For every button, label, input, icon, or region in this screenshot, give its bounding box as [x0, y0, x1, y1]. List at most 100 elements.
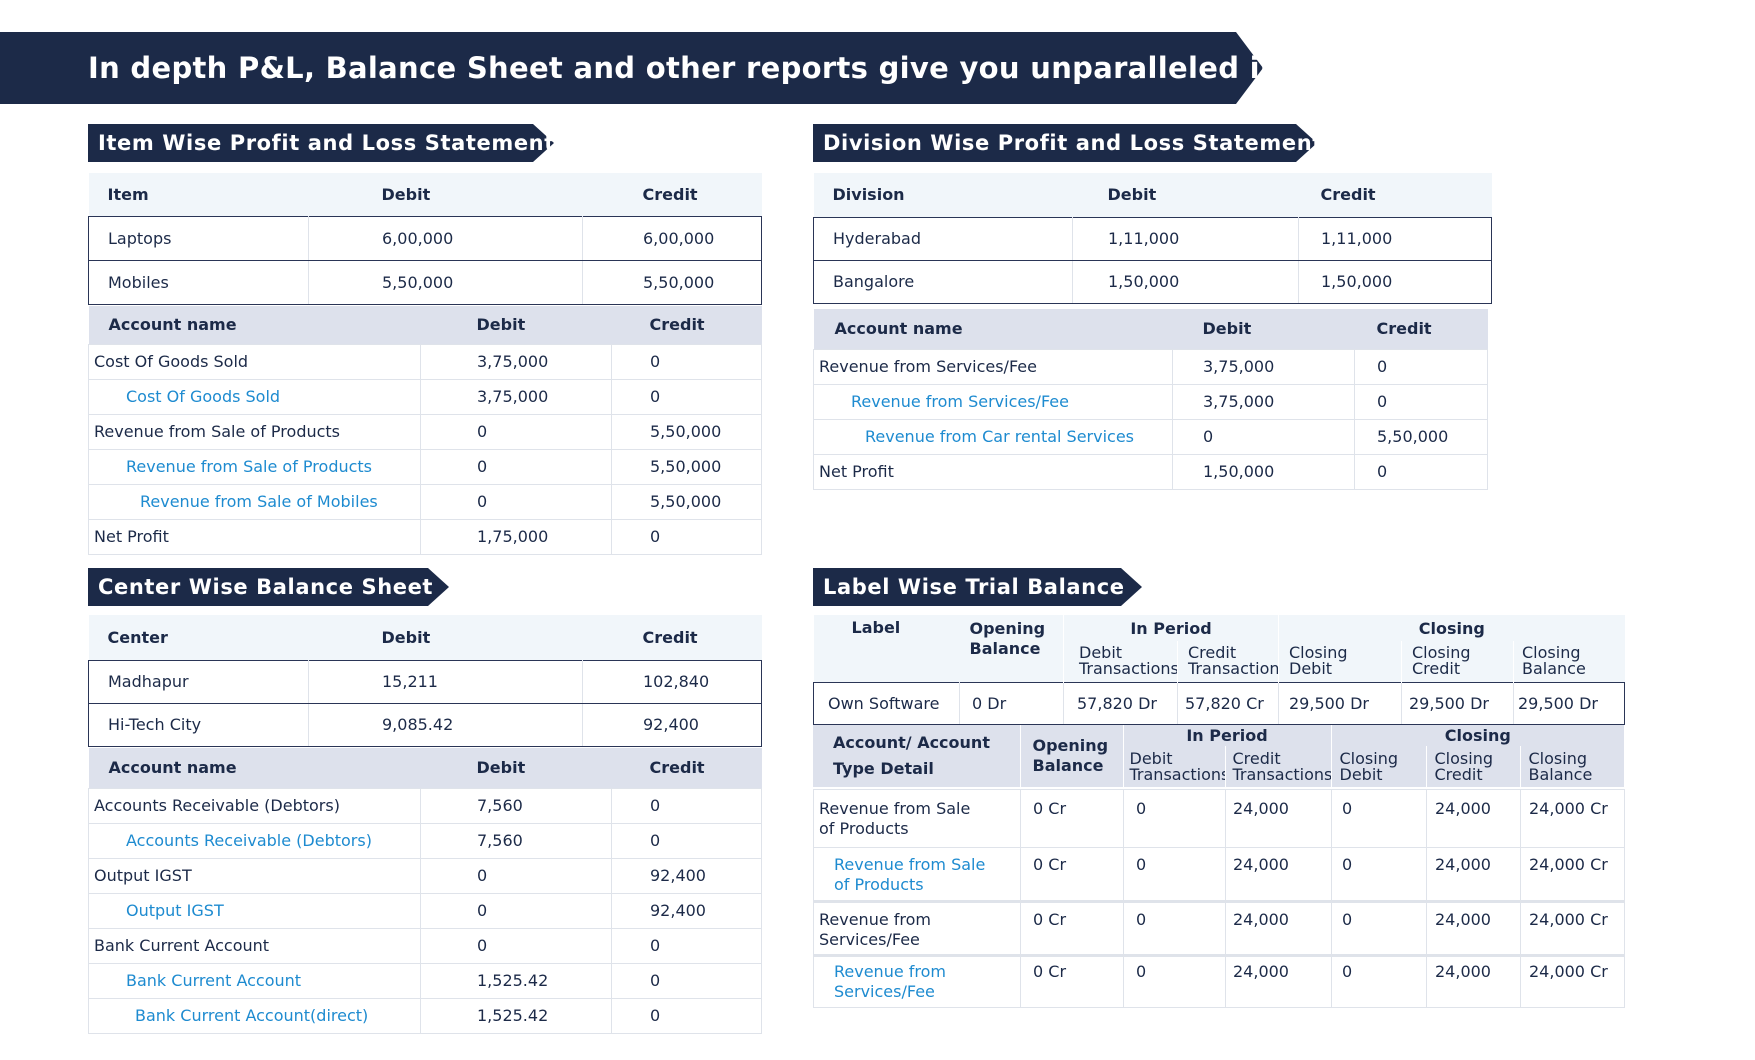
- cell-account: Cost Of Goods Sold: [88, 343, 421, 380]
- table-row[interactable]: Hyderabad 1,11,000 1,11,000: [813, 216, 1492, 261]
- table-row[interactable]: Output IGST 0 92,400: [88, 892, 762, 929]
- col-header-credit-transactions: Credit Transactions: [1177, 641, 1279, 682]
- col-header-closing-balance: Closing Balance: [1519, 746, 1625, 787]
- cell-credit: 5,50,000: [611, 483, 762, 520]
- cell-account[interactable]: Bank Current Account(direct): [88, 997, 421, 1034]
- table-row[interactable]: Accounts Receivable (Debtors) 7,560 0: [88, 822, 762, 859]
- debit-tx-line2: Transactions: [1079, 659, 1178, 679]
- table-row[interactable]: Output IGST 0 92,400: [88, 857, 762, 894]
- cell-account[interactable]: Revenue from Services/Fee: [813, 383, 1173, 420]
- credit-tx-line1: Credit: [1232, 748, 1281, 768]
- cell-account[interactable]: Cost Of Goods Sold: [88, 378, 421, 415]
- cell-account[interactable]: Bank Current Account: [88, 962, 421, 999]
- col-header-closing-debit: Closing Debit: [1330, 746, 1426, 787]
- cell-debit: 1,50,000: [1072, 259, 1299, 304]
- table-row[interactable]: Laptops 6,00,000 6,00,000: [88, 215, 762, 261]
- table-row[interactable]: Net Profit 1,75,000 0: [88, 518, 762, 555]
- account-line1: Revenue from Sale: [834, 855, 986, 874]
- col-header-credit-transactions: Credit Transactions: [1224, 746, 1331, 787]
- cell-debit-tx: 0: [1123, 955, 1226, 1008]
- cell-closing-credit: 24,000: [1426, 847, 1521, 902]
- cell-debit: 0: [420, 413, 612, 450]
- cell-account[interactable]: Revenue from Services/Fee: [813, 955, 1021, 1008]
- table-row[interactable]: Accounts Receivable (Debtors) 7,560 0: [88, 787, 762, 824]
- table-row[interactable]: Revenue from Sale of Mobiles 0 5,50,000: [88, 483, 762, 520]
- col-header-closing-credit: Closing Credit: [1401, 641, 1514, 682]
- cell-closing-debit: 29,500 Dr: [1278, 681, 1402, 725]
- cell-account[interactable]: Revenue from Sale of Products: [88, 448, 421, 485]
- table-row[interactable]: Bangalore 1,50,000 1,50,000: [813, 259, 1492, 304]
- table-row[interactable]: Revenue from Sale of Products 0 5,50,000: [88, 448, 762, 485]
- table-row[interactable]: Bank Current Account 1,525.42 0: [88, 962, 762, 999]
- col-header-closing: Closing: [1277, 615, 1625, 641]
- closing-balance-line1: Closing: [1522, 643, 1581, 663]
- table-row[interactable]: Own Software 0 Dr 57,820 Dr 57,820 Cr 29…: [813, 681, 1626, 725]
- table-row[interactable]: Revenue from Services/Fee 3,75,000 0: [813, 383, 1488, 420]
- col-header-closing-credit: Closing Credit: [1425, 746, 1520, 787]
- table-row[interactable]: Revenue from Services/Fee 0 Cr 0 24,000 0…: [813, 901, 1625, 956]
- cell-closing-credit: 29,500 Dr: [1401, 681, 1514, 725]
- table-row[interactable]: Hi-Tech City 9,085.42 92,400: [88, 702, 762, 747]
- cell-account: Net Profit: [813, 453, 1173, 490]
- closing-credit-line1: Closing: [1434, 748, 1493, 768]
- cell-opening: 0 Dr: [959, 681, 1064, 725]
- table-row[interactable]: Net Profit 1,50,000 0: [813, 453, 1488, 490]
- cell-account[interactable]: Accounts Receivable (Debtors): [88, 822, 421, 859]
- table-row[interactable]: Bank Current Account 0 0: [88, 927, 762, 964]
- cell-account[interactable]: Revenue from Sale of Products: [813, 847, 1021, 902]
- label-tb-account-rows: Revenue from Sale of Products 0 Cr 0 24,0…: [813, 789, 1625, 1008]
- cell-account: Revenue from Sale of Products: [813, 789, 1021, 848]
- table-row[interactable]: Revenue from Sale of Products 0 5,50,000: [88, 413, 762, 450]
- cell-account[interactable]: Revenue from Sale of Mobiles: [88, 483, 421, 520]
- cell-opening: 0 Cr: [1020, 789, 1124, 848]
- col-header-in-period: In Period: [1063, 615, 1279, 641]
- col-header-opening-balance: Opening Balance: [959, 615, 1064, 682]
- item-pl-account-table: Account name Debit Credit Cost Of Goods …: [88, 306, 762, 555]
- cell-debit: 7,560: [420, 822, 612, 859]
- col-header-account-name: Account name: [88, 306, 421, 344]
- col-header-account-name: Account name: [813, 309, 1173, 349]
- cell-debit: 1,525.42: [420, 962, 612, 999]
- table-row[interactable]: Revenue from Sale of Products 0 Cr 0 24,0…: [813, 789, 1625, 848]
- cell-division: Bangalore: [813, 259, 1073, 304]
- opening-label-line2: Balance: [1032, 756, 1104, 775]
- closing-debit-line1: Closing: [1339, 748, 1398, 768]
- cell-debit: 0: [420, 483, 612, 520]
- division-pl-account-table: Account name Debit Credit Revenue from S…: [813, 309, 1488, 490]
- cell-credit: 0: [611, 997, 762, 1034]
- cell-closing-balance: 24,000 Cr: [1520, 955, 1625, 1008]
- table-row[interactable]: Revenue from Sale of Products 0 Cr 0 24,0…: [813, 847, 1625, 902]
- col-header-debit: Debit: [1072, 173, 1299, 217]
- cell-debit: 1,525.42: [420, 997, 612, 1034]
- col-header-in-period: In Period: [1122, 725, 1331, 746]
- cell-credit: 5,50,000: [611, 448, 762, 485]
- closing-debit-line1: Closing: [1289, 643, 1348, 663]
- closing-credit-line2: Credit: [1434, 764, 1483, 784]
- debit-tx-line1: Debit: [1129, 748, 1173, 768]
- cell-account: Revenue from Sale of Products: [88, 413, 421, 450]
- cell-account[interactable]: Output IGST: [88, 892, 421, 929]
- cell-debit: 0: [1172, 418, 1355, 455]
- table-row[interactable]: Madhapur 15,211 102,840: [88, 659, 762, 704]
- table-row[interactable]: Mobiles 5,50,000 5,50,000: [88, 259, 762, 305]
- table-row[interactable]: Revenue from Services/Fee 3,75,000 0: [813, 348, 1488, 385]
- col-header-center: Center: [88, 615, 309, 660]
- division-pl-title-tag: Division Wise Profit and Loss Statement: [813, 124, 1322, 162]
- cell-account[interactable]: Revenue from Car rental Services: [813, 418, 1173, 455]
- cell-opening: 0 Cr: [1020, 847, 1124, 902]
- cell-debit: 6,00,000: [308, 215, 583, 261]
- col-header-debit: Debit: [420, 306, 612, 344]
- table-row[interactable]: Bank Current Account(direct) 1,525.42 0: [88, 997, 762, 1034]
- label-tb-title: Label Wise Trial Balance: [823, 575, 1125, 599]
- center-bs-table: Center Debit Credit Madhapur 15,211 102,…: [88, 615, 762, 747]
- table-row[interactable]: Cost Of Goods Sold 3,75,000 0: [88, 343, 762, 380]
- cell-closing-balance: 24,000 Cr: [1520, 847, 1625, 902]
- col-header-credit: Credit: [1354, 309, 1488, 349]
- cell-credit: 0: [611, 518, 762, 555]
- cell-debit: 0: [420, 448, 612, 485]
- credit-tx-line1: Credit: [1188, 643, 1237, 663]
- table-row[interactable]: Cost Of Goods Sold 3,75,000 0: [88, 378, 762, 415]
- credit-tx-line2: Transactions: [1188, 659, 1279, 679]
- table-row[interactable]: Revenue from Car rental Services 0 5,50,…: [813, 418, 1488, 455]
- table-row[interactable]: Revenue from Services/Fee 0 Cr 0 24,000 0…: [813, 955, 1625, 1008]
